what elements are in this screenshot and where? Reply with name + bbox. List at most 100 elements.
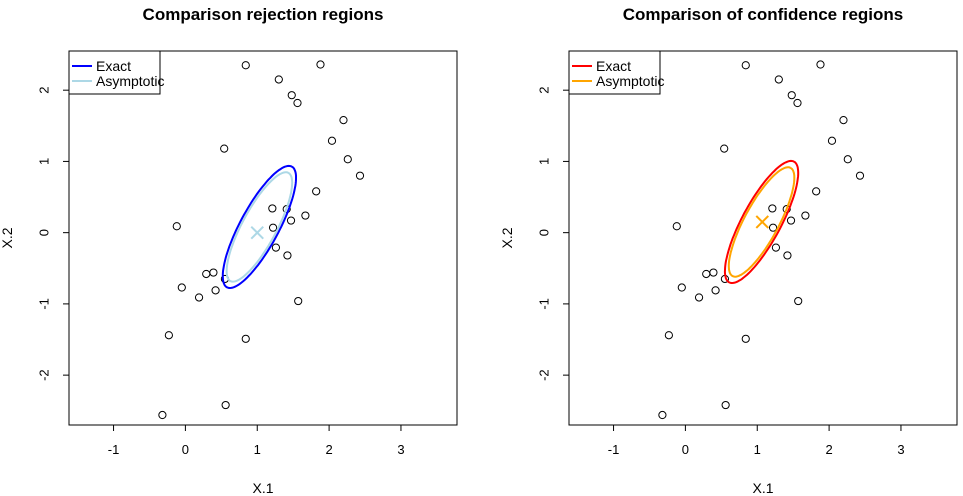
data-point [241,61,250,70]
legend: Exact Asymptotic [68,50,164,95]
region-ellipse-asymptotic [225,171,294,283]
data-point [672,222,681,231]
data-point [283,251,292,260]
data-point [658,410,667,420]
data-point [843,155,852,164]
data-point [720,144,729,153]
data-point [271,243,281,252]
data-point [274,75,283,84]
x-tick-label: 1 [254,442,261,457]
data-point [839,116,848,125]
y-tick-label: 2 [37,87,52,94]
x-tick-label: -1 [108,442,120,457]
data-point [268,223,278,232]
legend-label-asymptotic: Asymptotic [96,73,164,89]
x-tick-label: 0 [682,442,689,457]
data-point [301,211,310,220]
y-tick-label: -2 [37,369,52,381]
y-axis-label: X.2 [0,227,15,248]
data-point [768,204,777,213]
data-point [721,400,730,410]
region-ellipse-asymptotic [727,166,796,278]
x-tick-label: 1 [754,442,761,457]
legend-label-exact: Exact [596,58,631,74]
legend-label-exact: Exact [96,58,131,74]
data-point [741,334,750,343]
y-tick-label: -1 [537,298,552,310]
data-point [812,187,821,196]
data-point [221,400,230,410]
data-point [694,293,704,302]
data-point [177,283,186,292]
data-point [158,410,167,420]
data-point [241,334,250,343]
y-tick-label: -1 [37,298,52,310]
data-marks [158,60,365,420]
legend-label-asymptotic: Asymptotic [596,73,664,89]
legend: Exact Asymptotic [568,50,664,95]
chart-panel-right: Comparison of confidence regions X.1 X.2… [499,5,958,496]
data-marks [658,60,865,420]
data-point [827,136,837,145]
y-tick-label: 2 [537,87,552,94]
data-point [793,98,802,108]
data-point [771,243,781,252]
y-tick-label: 1 [37,158,52,165]
x-tick-label: 2 [825,442,832,457]
data-point [172,222,181,231]
x-tick-label: 3 [897,442,904,457]
y-tick-label: 1 [537,158,552,165]
data-point [677,283,686,292]
x-tick-label: 0 [182,442,189,457]
data-point [774,75,783,84]
chart-title: Comparison rejection regions [143,5,384,24]
data-point [294,296,303,306]
data-point [855,171,865,180]
data-point [287,91,296,100]
data-point [741,61,750,70]
region-ellipse-exact [221,164,297,289]
data-point [801,211,810,220]
data-point [664,331,673,340]
legend-box [568,50,661,95]
axis-ticks: -1 0 1 2 3 -2 -1 0 1 2 [37,87,405,457]
center-marker [755,215,769,229]
data-point [794,296,803,306]
y-tick-label: -2 [537,369,552,381]
data-point [816,60,825,69]
data-point [787,91,796,100]
data-point [339,116,348,125]
data-point [355,171,365,180]
y-tick-label: 0 [537,229,552,236]
data-point [711,286,720,295]
region-ellipse-exact [723,159,800,284]
x-tick-label: 3 [397,442,404,457]
data-point [702,269,711,279]
axis-ticks: -1 0 1 2 3 -2 -1 0 1 2 [537,87,905,457]
data-point [209,268,218,277]
data-point [211,286,220,295]
y-axis-label: X.2 [499,227,515,248]
data-point [194,293,204,302]
chart-title: Comparison of confidence regions [623,5,904,24]
x-axis-label: X.1 [252,480,273,496]
plot-frame [68,50,458,426]
data-point [220,144,229,153]
data-point [268,204,277,213]
center-marker [250,225,264,240]
data-point [164,331,173,340]
x-axis-label: X.1 [752,480,773,496]
legend-box [68,50,161,95]
x-tick-label: 2 [325,442,332,457]
data-point [709,268,718,277]
data-point [316,60,325,69]
chart-panel-left: Comparison rejection regions X.1 X.2 -1 0… [0,5,458,496]
plot-frame [568,50,958,426]
y-tick-label: 0 [37,229,52,236]
data-point [786,216,796,225]
data-point [293,98,302,108]
data-point [202,269,211,279]
x-tick-label: -1 [608,442,620,457]
data-point [783,251,792,260]
